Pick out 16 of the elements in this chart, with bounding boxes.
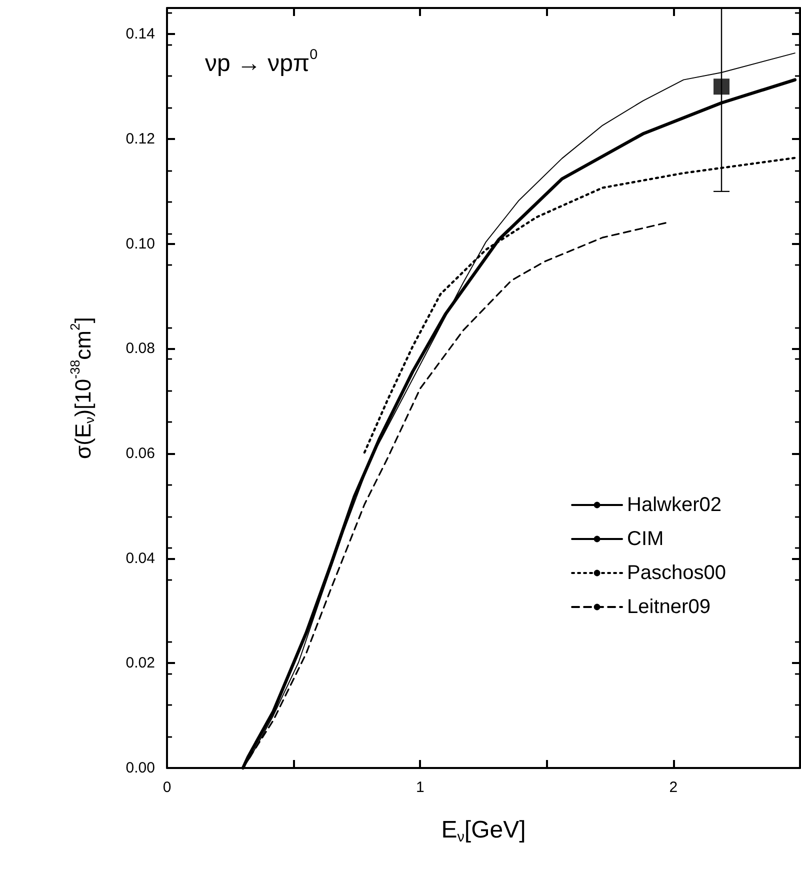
- y-tick-label: 0.04: [126, 550, 155, 567]
- y-tick-label: 0.02: [126, 654, 155, 672]
- x-tick-label: 0: [162, 779, 172, 796]
- x-tick-label: 1: [416, 779, 424, 796]
- legend-label: Halwker02: [627, 494, 722, 516]
- x-tick-label: 2: [669, 779, 678, 796]
- y-tick-label: 0.14: [126, 26, 155, 43]
- y-tick-label: 0.08: [126, 340, 155, 358]
- legend-label: CIM: [627, 528, 664, 550]
- legend-label: Leitner09: [627, 596, 710, 618]
- y-tick-label: 0.06: [126, 445, 155, 462]
- legend-label: Paschos00: [627, 562, 726, 584]
- y-axis-title: σ(Eν)[10-38cm2]: [68, 317, 97, 459]
- y-tick-label: 0.00: [126, 760, 155, 776]
- y-tick-label: 0.10: [126, 235, 155, 252]
- y-tick-label: 0.12: [126, 130, 155, 148]
